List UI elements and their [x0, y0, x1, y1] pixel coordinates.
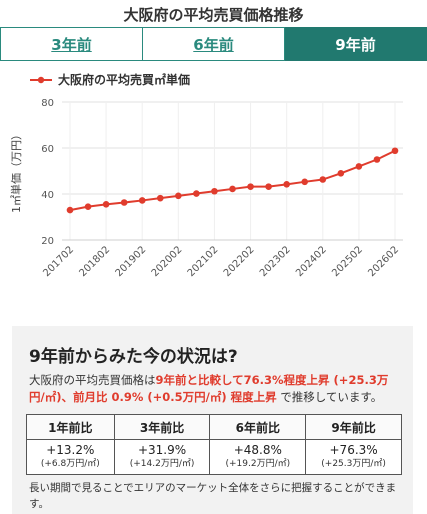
cell-1-year: +13.2% (+6.8万円/㎡) [26, 439, 115, 475]
data-point [373, 156, 381, 163]
x-tick-label: 202502 [330, 244, 365, 279]
legend-line-marker-icon [30, 76, 52, 83]
col-9-years: 9年前比 [305, 414, 402, 440]
col-3-years: 3年前比 [113, 414, 211, 440]
desc-highlight: 9年前と比較して76.3%程度上昇 (+25.3万円/㎡)、前月比 0.9% (… [29, 373, 389, 404]
x-tick-label: 202202 [222, 244, 257, 279]
cell-9-years: +76.3% (+25.3万円/㎡) [305, 439, 402, 475]
page-title: 大阪府の平均売買価格推移 [123, 6, 304, 24]
data-point [193, 190, 200, 197]
y-tick-label: 40 [41, 190, 54, 201]
status-panel: 9年前からみた今の状況は? 大阪府の平均売買価格は9年前と比較して76.3%程度… [12, 326, 413, 514]
status-heading: 9年前からみた今の状況は? [29, 347, 238, 367]
data-point [138, 197, 146, 204]
tab-9-years[interactable]: 9年前 [285, 27, 427, 61]
x-tick-label: 202402 [294, 244, 329, 279]
comparison-table: 1年前比 3年前比 6年前比 9年前比 +13.2% (+6.8万円/㎡) +31… [26, 414, 402, 475]
abs-value: (+14.2万円/㎡) [129, 459, 195, 469]
x-tick-label: 202602 [366, 244, 401, 279]
data-point [229, 185, 236, 193]
comparison-header-row: 1年前比 3年前比 6年前比 9年前比 [26, 414, 402, 440]
pct-value: +31.9% [137, 443, 187, 457]
cell-3-years: +31.9% (+14.2万円/㎡) [113, 439, 211, 475]
pct-value: +48.8% [233, 443, 282, 457]
series-line [69, 149, 396, 212]
data-point [265, 183, 272, 190]
col-6-years: 6年前比 [209, 414, 307, 440]
period-tabs: 3年前 6年前 9年前 [0, 27, 427, 61]
chart-legend: 大阪府の平均売買㎡単価 [30, 71, 190, 88]
pct-value: +13.2% [46, 443, 95, 457]
data-point [337, 170, 345, 177]
x-tick-label: 201702 [41, 244, 76, 279]
data-point [175, 192, 182, 200]
x-tick-label: 201902 [114, 244, 149, 279]
comparison-value-row: +13.2% (+6.8万円/㎡) +31.9% (+14.2万円/㎡) +48.8… [26, 439, 402, 475]
data-point [301, 178, 309, 186]
tab-6-years[interactable]: 6年前 [143, 27, 285, 61]
x-tick-label: 202002 [150, 244, 185, 279]
data-point [355, 163, 363, 170]
legend-label: 大阪府の平均売買㎡単価 [58, 73, 191, 87]
x-tick-label: 202302 [258, 244, 293, 279]
data-point [102, 201, 110, 208]
footnote: 長い期間で見ることでエリアのマーケット全体をさらに把握することができます。 [29, 482, 397, 510]
tab-3-years[interactable]: 3年前 [0, 27, 143, 61]
x-tick-label: 202102 [186, 244, 221, 279]
abs-value: (+25.3万円/㎡) [321, 459, 386, 469]
data-point [391, 147, 399, 155]
desc-text-2: で推移しています。 [280, 390, 383, 404]
pct-value: +76.3% [329, 443, 378, 457]
data-point [66, 206, 74, 214]
y-tick-label: 80 [41, 98, 54, 109]
data-point [156, 194, 164, 202]
y-tick-label: 60 [41, 144, 54, 155]
x-tick-label: 201802 [77, 244, 112, 279]
data-point [283, 181, 290, 188]
data-point [120, 199, 128, 206]
cell-6-years: +48.8% (+19.2万円/㎡) [209, 439, 307, 475]
desc-text-1: 大阪府の平均売買価格は [29, 373, 156, 387]
status-description: 大阪府の平均売買価格は9年前と比較して76.3%程度上昇 (+25.3万円/㎡)… [29, 372, 399, 406]
data-point [84, 203, 92, 210]
abs-value: (+19.2万円/㎡) [225, 459, 291, 469]
y-axis-label: 1㎡単価（万円） [9, 129, 23, 213]
col-1-year: 1年前比 [26, 414, 115, 440]
data-point [211, 187, 218, 195]
y-tick-label: 20 [41, 236, 54, 247]
data-point [319, 176, 327, 183]
abs-value: (+6.8万円/㎡) [40, 459, 100, 469]
data-point [247, 183, 254, 190]
